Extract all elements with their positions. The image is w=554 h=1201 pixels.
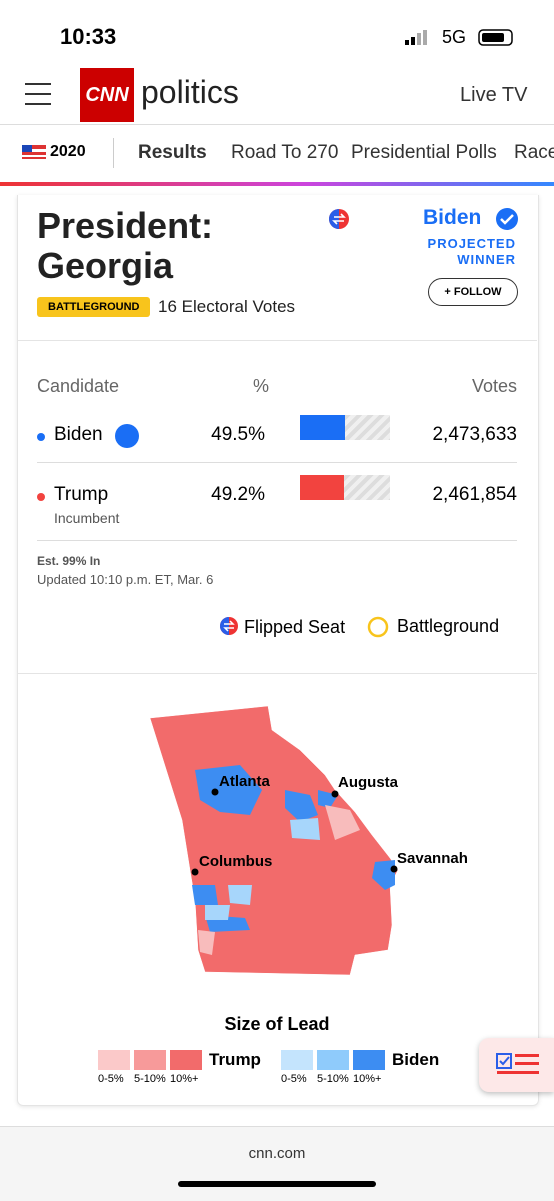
dot: [37, 433, 45, 441]
dot: [37, 493, 45, 501]
lead-title: Size of Lead: [224, 1014, 330, 1034]
votes: 2,461,854: [432, 484, 517, 505]
candidate-note: Incumbent: [54, 510, 120, 526]
status-icons: [405, 29, 513, 46]
city-label: Savannah: [397, 850, 468, 867]
divider: [17, 340, 537, 341]
follow-button[interactable]: + FOLLOW: [428, 278, 518, 306]
network: 5G: [442, 27, 467, 47]
accent-bar: [0, 182, 554, 186]
divider: [17, 673, 537, 674]
url[interactable]: cnn.com: [248, 1145, 306, 1162]
percent: 49.2%: [211, 484, 265, 505]
lead-swatch: [317, 1050, 349, 1070]
ballot-button[interactable]: [479, 1038, 554, 1092]
electoral-votes: 16 Electoral Votes: [158, 297, 296, 316]
winner-check: [115, 424, 139, 448]
lead-range: 10%+: [170, 1073, 199, 1085]
divider: [0, 124, 554, 125]
candidate-name: Biden: [54, 424, 103, 445]
table-header: Candidate: [37, 376, 120, 396]
title-line: Georgia: [37, 245, 174, 286]
nav-item[interactable]: Race: [514, 142, 554, 163]
projected: PROJECTED WINNER: [428, 236, 516, 268]
title-line: President:: [37, 205, 214, 246]
lead-range: 5-10%: [317, 1073, 349, 1085]
time: 10:33: [60, 24, 117, 49]
updated: Updated 10:10 p.m. ET, Mar. 6: [37, 572, 214, 587]
votes: 2,473,633: [432, 424, 517, 445]
table-header: Votes: [471, 376, 517, 396]
vote-bar: [300, 415, 345, 440]
live-tv[interactable]: Live TV: [460, 84, 528, 106]
lead-swatch: [170, 1050, 202, 1070]
row-divider: [37, 462, 517, 463]
ballot-icon: [496, 1053, 541, 1074]
lead-swatch: [134, 1050, 166, 1070]
flipped-icon: [220, 617, 238, 635]
projected-line: WINNER: [457, 252, 516, 267]
flag: [22, 145, 46, 159]
browser-bar: [0, 1126, 554, 1201]
lead-swatch: [353, 1050, 385, 1070]
lead-range: 5-10%: [134, 1073, 166, 1085]
race-title: President: Georgia: [37, 206, 213, 286]
city-label: Augusta: [338, 774, 398, 791]
percent: 49.5%: [211, 424, 265, 445]
row-divider: [37, 540, 517, 541]
lead-range: 10%+: [353, 1073, 382, 1085]
nav-divider: [113, 138, 114, 168]
legend-battleground: Battleground: [397, 616, 500, 636]
lead-range: 0-5%: [98, 1073, 124, 1085]
vote-bar: [300, 475, 345, 500]
check-icon: [496, 208, 518, 230]
city-label: Atlanta: [219, 773, 270, 790]
nav-item[interactable]: Presidential Polls: [351, 142, 497, 163]
lead-side: Biden: [392, 1050, 440, 1069]
winner: Biden: [423, 206, 482, 229]
estimate: Est. 99% In: [37, 554, 101, 568]
candidate-name: Trump: [54, 484, 109, 505]
menu-icon[interactable]: [25, 82, 53, 106]
logo[interactable]: CNN: [80, 68, 134, 122]
nav-item[interactable]: Results: [138, 142, 207, 163]
lead-swatch: [98, 1050, 130, 1070]
table-header: %: [253, 376, 270, 396]
battleground-icon: [367, 616, 389, 638]
badge: BATTLEGROUND: [37, 297, 151, 317]
projected-line: PROJECTED: [427, 236, 516, 251]
lead-swatch: [281, 1050, 313, 1070]
legend-flipped: Flipped Seat: [244, 617, 346, 637]
flipped-icon: [329, 209, 349, 229]
section: politics: [141, 74, 239, 110]
lead-range: 0-5%: [281, 1073, 307, 1085]
city-label: Columbus: [199, 853, 273, 870]
year[interactable]: 2020: [50, 143, 86, 160]
lead-side: Trump: [209, 1050, 261, 1069]
nav-item[interactable]: Road To 270: [231, 142, 339, 163]
results-card: [17, 195, 539, 1106]
home-indicator: [178, 1181, 376, 1187]
